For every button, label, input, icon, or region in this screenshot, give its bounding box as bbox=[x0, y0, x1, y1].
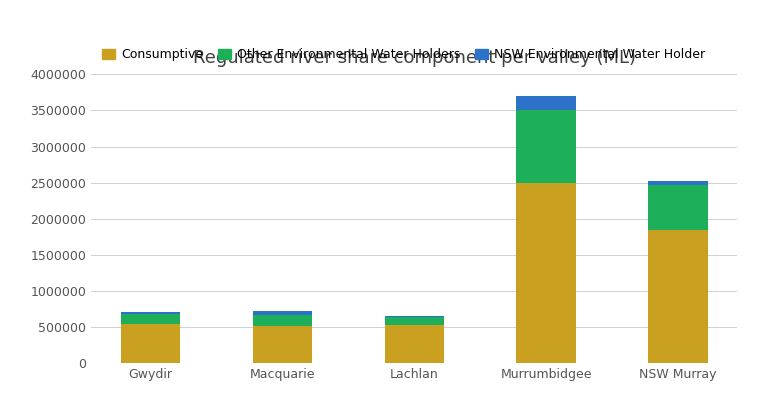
Bar bbox=[517, 96, 576, 110]
Bar bbox=[517, 110, 576, 183]
Bar bbox=[252, 311, 312, 315]
Bar bbox=[517, 183, 576, 363]
Bar bbox=[121, 313, 180, 314]
Bar bbox=[385, 316, 444, 317]
Bar bbox=[252, 315, 312, 326]
Bar bbox=[385, 317, 444, 325]
Bar bbox=[648, 185, 708, 230]
Bar bbox=[385, 325, 444, 363]
Bar bbox=[121, 314, 180, 324]
Bar bbox=[648, 181, 708, 185]
Bar bbox=[648, 230, 708, 363]
Legend: Consumptive, Other Environmental Water Holders, NSW Environmental Water Holder: Consumptive, Other Environmental Water H… bbox=[97, 43, 711, 66]
Bar bbox=[252, 326, 312, 363]
Bar bbox=[121, 324, 180, 363]
Title: Regulated river share component per valley (ML): Regulated river share component per vall… bbox=[193, 49, 635, 67]
